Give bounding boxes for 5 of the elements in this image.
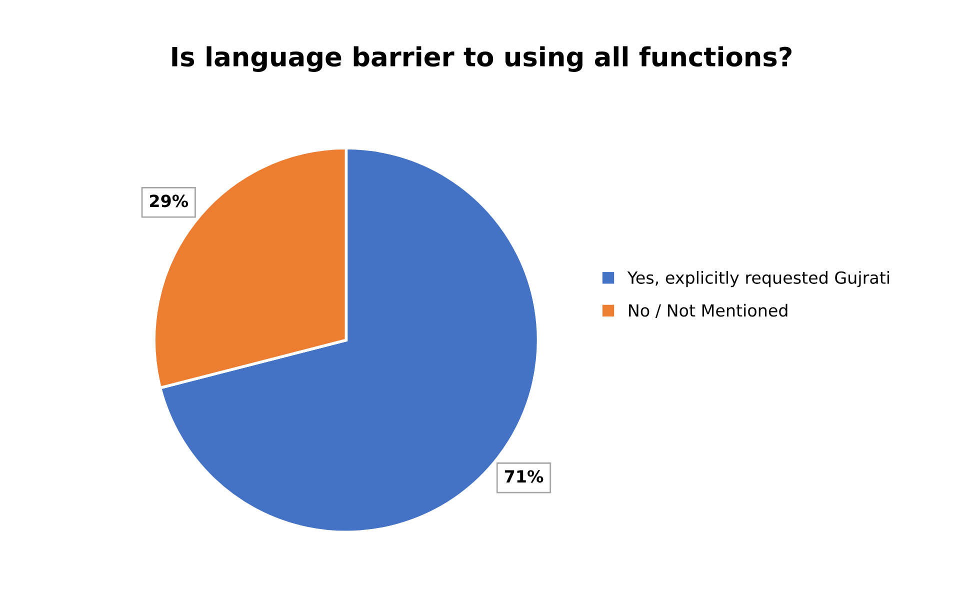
legend-label: No / Not Mentioned <box>629 304 788 318</box>
data-label: 71% <box>504 470 544 483</box>
chart-title: Is language barrier to using all functions? <box>172 46 792 72</box>
legend-label: Yes, explicitly requested Gujrati <box>627 271 889 288</box>
data-label: 29% <box>150 194 188 208</box>
